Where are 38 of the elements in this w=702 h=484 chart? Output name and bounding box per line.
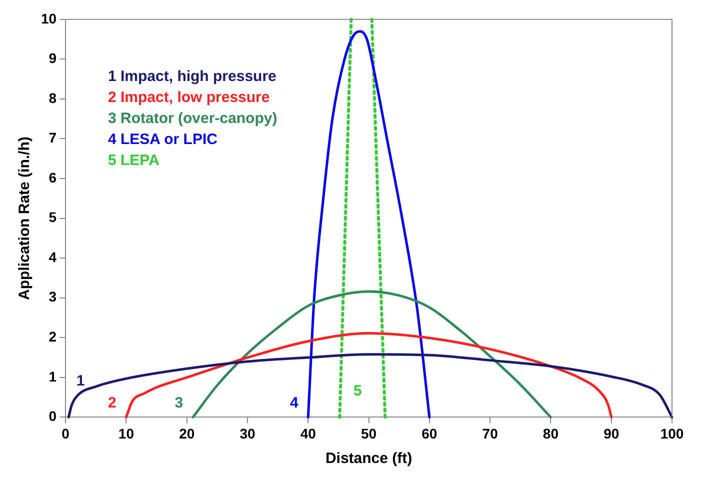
x-tick-label: 90	[604, 425, 620, 442]
annotation: 5	[354, 382, 362, 400]
x-tick-label: 20	[179, 425, 195, 442]
line-series	[192, 290, 552, 418]
x-axis-title: Distance (ft)	[325, 450, 412, 468]
x-tick-label: 10	[118, 425, 134, 442]
annotation: 3	[174, 394, 184, 412]
y-tick-label: 7	[48, 130, 57, 146]
annotation: 2	[108, 394, 116, 412]
y-tick-label: 6	[48, 169, 57, 186]
line-series	[67, 353, 674, 418]
text: 5 LEPA	[108, 151, 160, 171]
x-tick-label: 0	[62, 425, 70, 442]
y-tick-label: 9	[48, 50, 57, 66]
annotation: 4	[290, 394, 299, 412]
y-tick-label: 5	[48, 209, 57, 226]
y-tick-label: 3	[48, 288, 57, 305]
y-tick-label: 4	[48, 248, 57, 265]
y-tick-label: 10	[40, 10, 57, 26]
annotation: 1	[76, 372, 85, 390]
x-tick-label: 40	[300, 425, 316, 442]
y-tick-label: 2	[48, 328, 57, 344]
x-tick-label: 60	[422, 425, 438, 442]
text: 4 LESA or LPIC	[108, 130, 218, 150]
line-series	[306, 30, 431, 418]
text: 1 Impact, high pressure	[108, 67, 278, 87]
y-tick-label: 0	[48, 408, 57, 424]
x-tick-label: 100	[660, 425, 684, 442]
y-tick-label: 8	[48, 90, 57, 106]
x-tick-label: 50	[360, 425, 377, 442]
text: 2 Impact, low pressure	[108, 88, 271, 108]
x-tick-label: 70	[482, 425, 498, 442]
y-axis-title: Application Rate (in./h)	[16, 136, 34, 300]
y-tick-label: 1	[48, 368, 57, 384]
text: 3 Rotator (over-canopy)	[108, 109, 278, 129]
line-series	[124, 332, 613, 418]
x-tick-label: 30	[240, 425, 256, 442]
x-tick-label: 80	[542, 425, 559, 442]
